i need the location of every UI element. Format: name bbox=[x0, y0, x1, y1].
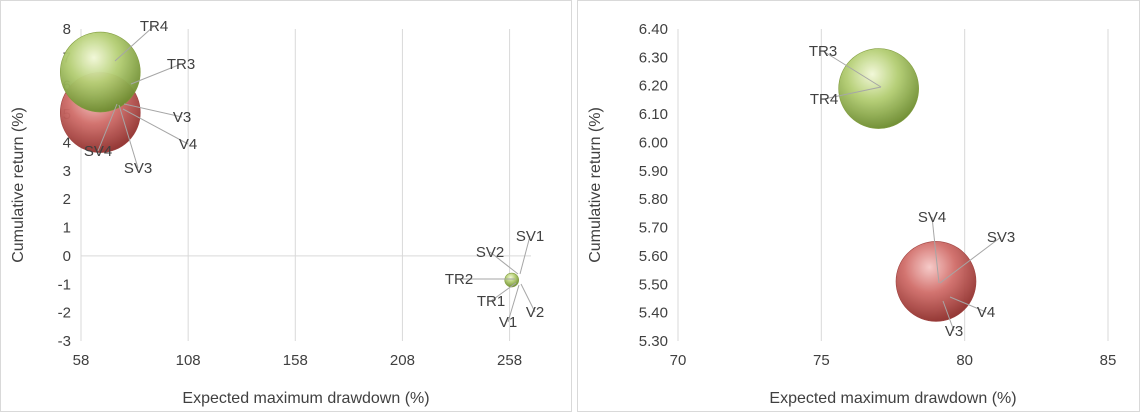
data-bubble bbox=[895, 241, 977, 322]
data-label: SV4 bbox=[918, 209, 946, 226]
data-label: V3 bbox=[173, 109, 191, 126]
data-label: V4 bbox=[179, 136, 197, 153]
y-tick-label: 6.00 bbox=[639, 134, 668, 151]
leader-line bbox=[490, 282, 517, 302]
data-label: SV3 bbox=[987, 229, 1015, 246]
data-bubble bbox=[838, 48, 919, 129]
data-label: TR4 bbox=[810, 91, 838, 108]
leader-line bbox=[823, 86, 882, 100]
data-label: SV2 bbox=[476, 244, 504, 261]
leader-line bbox=[949, 296, 987, 313]
y-tick-label: -1 bbox=[58, 276, 71, 293]
y-tick-label: 3 bbox=[63, 163, 71, 180]
y-tick-label: 5.50 bbox=[639, 276, 668, 293]
x-tick-label: 108 bbox=[176, 352, 201, 369]
y-tick-label: 6.30 bbox=[639, 49, 668, 66]
x-tick-label: 258 bbox=[497, 352, 522, 369]
y-tick-label: 5.70 bbox=[639, 220, 668, 237]
leader-line bbox=[123, 103, 183, 118]
data-label: TR1 bbox=[477, 293, 505, 310]
leader-line bbox=[130, 63, 182, 85]
y-tick-label: -2 bbox=[58, 305, 71, 322]
y-tick-label: 5.90 bbox=[639, 163, 668, 180]
leader-line bbox=[822, 50, 882, 88]
data-label: SV1 bbox=[516, 228, 544, 245]
y-axis-title: Cumulative return (%) bbox=[10, 107, 27, 263]
x-tick-label: 85 bbox=[1100, 352, 1117, 369]
leader-line bbox=[520, 283, 536, 313]
y-tick-label: 5.30 bbox=[639, 333, 668, 350]
y-tick-label: 5.60 bbox=[639, 248, 668, 265]
data-label: V4 bbox=[977, 304, 995, 321]
data-bubble bbox=[59, 31, 141, 113]
data-label: SV4 bbox=[84, 143, 112, 160]
y-tick-label: 2 bbox=[63, 191, 71, 208]
y-tick-label: 6.20 bbox=[639, 78, 668, 95]
x-axis-title: Expected maximum drawdown (%) bbox=[769, 390, 1016, 407]
y-tick-label: 8 bbox=[63, 21, 71, 38]
y-tick-label: 5.80 bbox=[639, 191, 668, 208]
x-tick-label: 58 bbox=[73, 352, 90, 369]
right-chart-panel: 70 75 80 85 5.30 5.40 5.50 5.60 5.70 5.80 5.90 6.00… bbox=[577, 0, 1140, 412]
x-axis-title: Expected maximum drawdown (%) bbox=[182, 390, 429, 407]
right-bubble-chart: 70 75 80 85 5.30 5.40 5.50 5.60 5.70 5.80 5.90 6.00… bbox=[587, 21, 1117, 407]
y-tick-label: -3 bbox=[58, 333, 71, 350]
data-label: V2 bbox=[526, 304, 544, 321]
data-bubble bbox=[504, 272, 520, 288]
data-label: SV3 bbox=[124, 160, 152, 177]
x-tick-label: 75 bbox=[813, 352, 830, 369]
leader-line bbox=[931, 216, 940, 284]
leader-line bbox=[489, 251, 519, 275]
leader-line bbox=[97, 103, 118, 152]
leader-line bbox=[942, 300, 955, 332]
y-axis-title: Cumulative return (%) bbox=[587, 107, 604, 263]
data-label: TR3 bbox=[167, 56, 195, 73]
leader-line bbox=[118, 104, 139, 169]
leader-line bbox=[114, 25, 155, 62]
leader-line bbox=[519, 235, 531, 275]
leader-line bbox=[122, 108, 189, 145]
x-tick-label: 158 bbox=[283, 352, 308, 369]
y-tick-label: 1 bbox=[63, 220, 71, 237]
data-label: TR4 bbox=[140, 18, 168, 35]
x-tick-label: 208 bbox=[390, 352, 415, 369]
data-label: TR2 bbox=[445, 271, 473, 288]
y-tick-label: 6.10 bbox=[639, 106, 668, 123]
leader-line bbox=[507, 284, 520, 323]
y-tick-label: 4 bbox=[63, 134, 71, 151]
y-tick-label: 5.40 bbox=[639, 305, 668, 322]
y-tick-label: 6.40 bbox=[639, 21, 668, 38]
data-label: V1 bbox=[499, 314, 517, 331]
y-tick-label: 0 bbox=[63, 248, 71, 265]
x-tick-label: 80 bbox=[956, 352, 973, 369]
x-tick-label: 70 bbox=[670, 352, 687, 369]
leader-line bbox=[939, 236, 1002, 284]
data-label: V3 bbox=[945, 323, 963, 340]
data-label: TR3 bbox=[809, 43, 837, 60]
